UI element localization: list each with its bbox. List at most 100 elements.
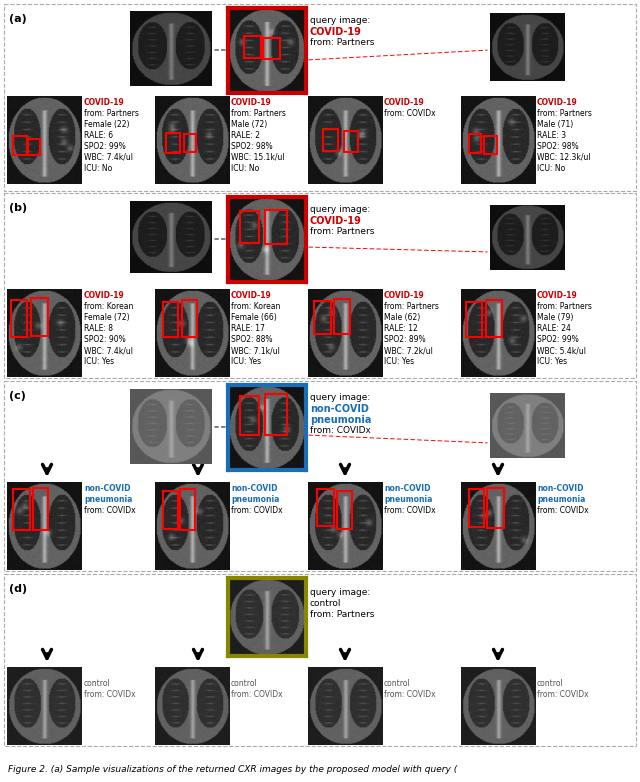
Bar	[180, 490, 195, 529]
Bar	[337, 491, 351, 529]
Text: non-COVID: non-COVID	[537, 484, 584, 493]
Text: COVID-19: COVID-19	[537, 98, 578, 107]
Text: (c): (c)	[9, 391, 26, 401]
Bar	[28, 138, 40, 155]
Text: ICU: No: ICU: No	[84, 164, 112, 173]
Text: RALE: 3: RALE: 3	[537, 131, 566, 140]
Text: SPO2: 99%: SPO2: 99%	[537, 335, 579, 344]
Bar	[184, 135, 195, 152]
Text: from: COVIDx: from: COVIDx	[384, 109, 436, 118]
Text: from: Partners: from: Partners	[537, 302, 592, 311]
Text: ICU: Yes: ICU: Yes	[84, 357, 114, 366]
Text: control: control	[384, 679, 411, 688]
Bar	[166, 133, 180, 153]
Bar	[240, 396, 259, 435]
Bar	[31, 298, 47, 336]
Bar	[483, 136, 497, 154]
Text: SPO2: 90%: SPO2: 90%	[84, 335, 125, 344]
Text: RALE: 24: RALE: 24	[537, 324, 571, 333]
Text: from: COVIDx: from: COVIDx	[384, 506, 436, 515]
Text: query image:: query image:	[310, 16, 371, 25]
Text: ICU: No: ICU: No	[231, 164, 259, 173]
Bar	[4, 4, 636, 191]
Bar	[468, 490, 483, 528]
Text: from: Partners: from: Partners	[310, 227, 374, 236]
Text: pneumonia: pneumonia	[537, 495, 586, 504]
Text: WBC: 7.4k/ul: WBC: 7.4k/ul	[84, 153, 133, 162]
Text: ICU: Yes: ICU: Yes	[537, 357, 567, 366]
Text: pneumonia: pneumonia	[310, 415, 371, 425]
Bar	[465, 302, 482, 337]
Text: from: COVIDx: from: COVIDx	[537, 690, 589, 699]
Text: RALE: 12: RALE: 12	[384, 324, 418, 333]
Text: from: COVIDx: from: COVIDx	[310, 426, 371, 435]
Text: from: COVIDx: from: COVIDx	[384, 690, 436, 699]
Bar	[333, 300, 350, 335]
Bar	[263, 38, 280, 59]
Text: (b): (b)	[9, 203, 27, 213]
Text: Female (72): Female (72)	[84, 313, 130, 322]
Text: (a): (a)	[9, 14, 27, 24]
Text: ICU: No: ICU: No	[537, 164, 565, 173]
Text: (d): (d)	[9, 584, 27, 594]
Text: WBC: 15.1k/ul: WBC: 15.1k/ul	[231, 153, 285, 162]
Text: COVID-19: COVID-19	[310, 216, 362, 226]
Text: Male (62): Male (62)	[384, 313, 420, 322]
Text: from: Partners: from: Partners	[231, 109, 286, 118]
Text: pneumonia: pneumonia	[84, 495, 132, 504]
Bar	[33, 488, 48, 530]
Text: RALE: 6: RALE: 6	[84, 131, 113, 140]
Text: control: control	[84, 679, 111, 688]
Bar	[244, 36, 260, 58]
Text: query image:: query image:	[310, 393, 371, 402]
Text: SPO2: 99%: SPO2: 99%	[84, 142, 125, 151]
Text: non-COVID: non-COVID	[384, 484, 431, 493]
Text: non-COVID: non-COVID	[231, 484, 278, 493]
Text: WBC: 7.2k/ul: WBC: 7.2k/ul	[384, 346, 433, 355]
Text: RALE: 17: RALE: 17	[231, 324, 265, 333]
Text: COVID-19: COVID-19	[537, 291, 578, 300]
Text: from: Korean: from: Korean	[231, 302, 280, 311]
Bar	[240, 211, 259, 243]
Bar	[323, 129, 338, 151]
Text: pneumonia: pneumonia	[384, 495, 433, 504]
Bar	[4, 381, 636, 571]
Bar	[317, 490, 333, 526]
Bar	[487, 488, 504, 528]
Text: from: COVIDx: from: COVIDx	[231, 690, 283, 699]
Bar	[163, 302, 177, 337]
Text: from: Korean: from: Korean	[84, 302, 133, 311]
Text: RALE: 8: RALE: 8	[84, 324, 113, 333]
Text: RALE: 2: RALE: 2	[231, 131, 260, 140]
Text: from: COVIDx: from: COVIDx	[84, 690, 136, 699]
Bar	[163, 491, 177, 529]
Text: SPO2: 98%: SPO2: 98%	[537, 142, 579, 151]
Bar	[13, 136, 26, 155]
Text: WBC: 12.3k/ul: WBC: 12.3k/ul	[537, 153, 591, 162]
Bar	[468, 135, 481, 153]
Text: from: Partners: from: Partners	[84, 109, 139, 118]
Bar	[4, 574, 636, 746]
Text: WBC: 5.4k/ul: WBC: 5.4k/ul	[537, 346, 586, 355]
Text: from: COVIDx: from: COVIDx	[537, 506, 589, 515]
Text: COVID-19: COVID-19	[384, 291, 425, 300]
Text: from: Partners: from: Partners	[310, 610, 374, 619]
Text: query image:: query image:	[310, 205, 371, 214]
Text: control: control	[310, 599, 342, 608]
Text: COVID-19: COVID-19	[231, 291, 272, 300]
Bar	[11, 300, 28, 337]
Bar	[266, 393, 287, 435]
Text: pneumonia: pneumonia	[231, 495, 280, 504]
Bar	[13, 490, 29, 529]
Text: Male (79): Male (79)	[537, 313, 573, 322]
Text: SPO2: 88%: SPO2: 88%	[231, 335, 273, 344]
Text: from: Partners: from: Partners	[384, 302, 439, 311]
Text: from: Partners: from: Partners	[310, 38, 374, 47]
Text: Male (72): Male (72)	[231, 120, 268, 129]
Text: from: COVIDx: from: COVIDx	[231, 506, 283, 515]
Text: control: control	[537, 679, 564, 688]
Bar	[266, 210, 287, 244]
Text: COVID-19: COVID-19	[384, 98, 425, 107]
Text: Female (66): Female (66)	[231, 313, 276, 322]
Text: from: COVIDx: from: COVIDx	[84, 506, 136, 515]
